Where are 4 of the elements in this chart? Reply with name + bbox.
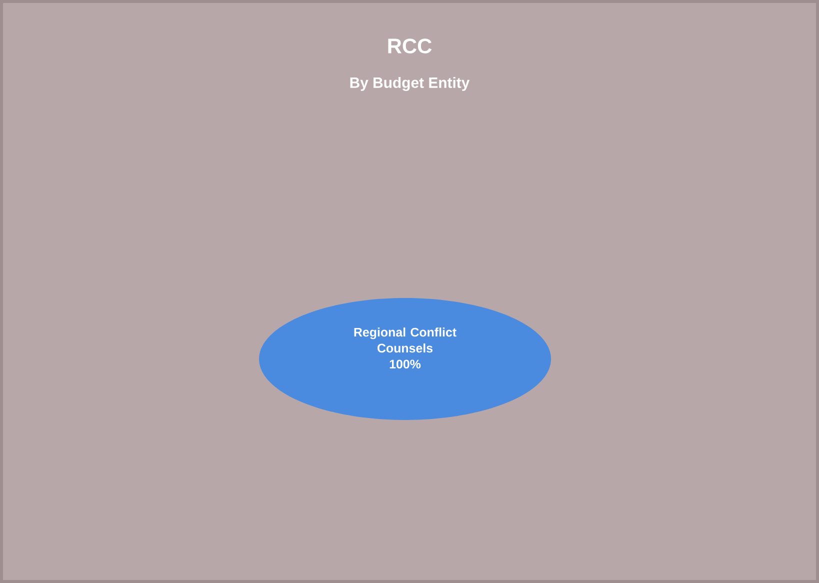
- slice-label: Regional Conflict Counsels: [354, 327, 456, 353]
- chart-subtitle: By Budget Entity: [350, 76, 470, 91]
- data-label: 100%: [390, 360, 421, 369]
- chart-title: RCC: [388, 38, 432, 54]
